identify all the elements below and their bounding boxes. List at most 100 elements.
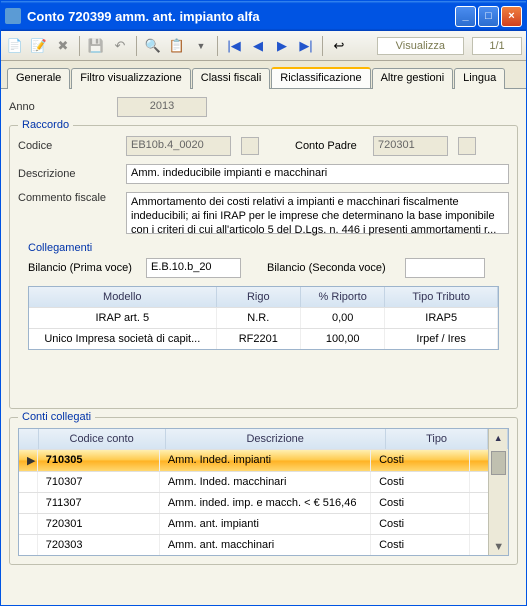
- scroll-down-icon[interactable]: ▼: [493, 541, 504, 553]
- collegamenti-label: Collegamenti: [28, 242, 509, 254]
- tab-altre[interactable]: Altre gestioni: [372, 68, 454, 89]
- modelli-grid: Modello Rigo % Riporto Tipo Tributo IRAP…: [28, 286, 499, 350]
- pager-label: 1/1: [472, 37, 522, 55]
- save-icon: 💾: [86, 36, 106, 56]
- grid-header[interactable]: Descrizione: [166, 429, 386, 449]
- scroll-thumb[interactable]: [491, 451, 506, 475]
- tab-lingua[interactable]: Lingua: [454, 68, 505, 89]
- conti-grid: Codice conto Descrizione Tipo ▲ ▶ 710305…: [18, 428, 509, 556]
- bilancio1-field[interactable]: E.B.10.b_20: [146, 258, 241, 278]
- cell: N.R.: [217, 308, 301, 328]
- cell: Costi: [371, 514, 470, 534]
- codice-field: EB10b.4_0020: [126, 136, 231, 156]
- dropdown-icon[interactable]: ▼: [191, 36, 211, 56]
- table-row[interactable]: 711307 Amm. inded. imp. e macch. < € 516…: [19, 492, 488, 513]
- list-icon[interactable]: 📋: [167, 36, 187, 56]
- codice-label: Codice: [18, 140, 118, 152]
- cell: Unico Impresa società di capit...: [29, 329, 217, 349]
- table-row[interactable]: 720303 Amm. ant. macchinari Costi: [19, 534, 488, 555]
- grid-header[interactable]: % Riporto: [301, 287, 385, 307]
- table-row[interactable]: 710307 Amm. Inded. macchinari Costi: [19, 471, 488, 492]
- raccordo-fieldset: Raccordo Codice EB10b.4_0020 Conto Padre…: [9, 125, 518, 409]
- table-row[interactable]: Unico Impresa società di capit... RF2201…: [29, 328, 498, 349]
- tab-riclassificazione[interactable]: Riclassificazione: [271, 67, 370, 88]
- cell: IRAP5: [385, 308, 498, 328]
- row-marker: [19, 535, 38, 555]
- status-label: Visualizza: [377, 37, 464, 55]
- anno-label: Anno: [9, 101, 109, 113]
- cell: Irpef / Ires: [385, 329, 498, 349]
- cell: Costi: [371, 450, 470, 471]
- tab-filtro[interactable]: Filtro visualizzazione: [71, 68, 190, 89]
- cell: IRAP art. 5: [29, 308, 217, 328]
- commento-label: Commento fiscale: [18, 192, 118, 204]
- last-icon[interactable]: ▶|: [296, 36, 316, 56]
- grid-header[interactable]: Tipo Tributo: [385, 287, 498, 307]
- next-icon[interactable]: ▶: [272, 36, 292, 56]
- table-row[interactable]: ▶ 710305 Amm. Inded. impianti Costi: [19, 449, 488, 471]
- cell: 710307: [38, 472, 160, 492]
- cell: Costi: [371, 535, 470, 555]
- grid-header[interactable]: Codice conto: [39, 429, 166, 449]
- conti-collegati-legend: Conti collegati: [18, 411, 95, 423]
- grid-header[interactable]: Rigo: [217, 287, 301, 307]
- tabstrip: Generale Filtro visualizzazione Classi f…: [1, 61, 526, 89]
- conto-padre-lookup-button[interactable]: [458, 137, 476, 155]
- content-panel: Anno 2013 Raccordo Codice EB10b.4_0020 C…: [1, 89, 526, 605]
- maximize-button[interactable]: □: [478, 6, 499, 27]
- prev-icon[interactable]: ◀: [248, 36, 268, 56]
- cell: Costi: [371, 472, 470, 492]
- cell: Amm. Inded. macchinari: [160, 472, 371, 492]
- scroll-up-icon[interactable]: ▲: [488, 429, 508, 449]
- table-row[interactable]: IRAP art. 5 N.R. 0,00 IRAP5: [29, 307, 498, 328]
- new-icon[interactable]: 📄: [5, 36, 25, 56]
- minimize-button[interactable]: _: [455, 6, 476, 27]
- conti-collegati-fieldset: Conti collegati Codice conto Descrizione…: [9, 417, 518, 565]
- anno-field: 2013: [117, 97, 207, 117]
- separator: [217, 36, 218, 56]
- first-icon[interactable]: |◀: [224, 36, 244, 56]
- bilancio1-label: Bilancio (Prima voce): [28, 262, 138, 274]
- delete-icon: ✖: [53, 36, 73, 56]
- separator: [322, 36, 323, 56]
- bilancio2-field[interactable]: [405, 258, 485, 278]
- search-icon[interactable]: 🔍: [143, 36, 163, 56]
- cell: 720301: [38, 514, 160, 534]
- separator: [79, 36, 80, 56]
- row-marker: [19, 493, 38, 513]
- table-row[interactable]: 720301 Amm. ant. impianti Costi: [19, 513, 488, 534]
- row-marker-icon: ▶: [19, 450, 38, 471]
- grid-header[interactable]: Modello: [29, 287, 217, 307]
- commento-field[interactable]: Ammortamento dei costi relativi a impian…: [126, 192, 509, 234]
- row-selector-header: [19, 429, 39, 449]
- undo-icon: ↶: [110, 36, 130, 56]
- cell: Amm. ant. impianti: [160, 514, 371, 534]
- toolbar: 📄 📝 ✖ 💾 ↶ 🔍 📋 ▼ |◀ ◀ ▶ ▶| ↩ Visualizza 1…: [1, 31, 526, 61]
- titlebar: Conto 720399 amm. ant. impianto alfa _ □…: [1, 1, 526, 31]
- tab-generale[interactable]: Generale: [7, 68, 70, 89]
- cell: 710305: [38, 450, 160, 471]
- cell: 0,00: [301, 308, 385, 328]
- cell: RF2201: [217, 329, 301, 349]
- tab-classi[interactable]: Classi fiscali: [192, 68, 271, 89]
- conto-padre-label: Conto Padre: [295, 140, 365, 152]
- cell: 720303: [38, 535, 160, 555]
- edit-icon[interactable]: 📝: [29, 36, 49, 56]
- row-marker: [19, 472, 38, 492]
- codice-lookup-button[interactable]: [241, 137, 259, 155]
- cell: Amm. ant. macchinari: [160, 535, 371, 555]
- exit-icon[interactable]: ↩: [329, 36, 349, 56]
- cell: Amm. inded. imp. e macch. < € 516,46: [160, 493, 371, 513]
- descrizione-field[interactable]: Amm. indeducibile impianti e macchinari: [126, 164, 509, 184]
- scrollbar[interactable]: ▼: [488, 449, 508, 555]
- descrizione-label: Descrizione: [18, 168, 118, 180]
- bilancio2-label: Bilancio (Seconda voce): [267, 262, 397, 274]
- conto-padre-field: 720301: [373, 136, 448, 156]
- window: Conto 720399 amm. ant. impianto alfa _ □…: [0, 0, 527, 606]
- cell: 711307: [38, 493, 160, 513]
- close-button[interactable]: ×: [501, 6, 522, 27]
- window-title: Conto 720399 amm. ant. impianto alfa: [27, 9, 453, 24]
- raccordo-legend: Raccordo: [18, 119, 73, 131]
- grid-header[interactable]: Tipo: [386, 429, 489, 449]
- cell: 100,00: [301, 329, 385, 349]
